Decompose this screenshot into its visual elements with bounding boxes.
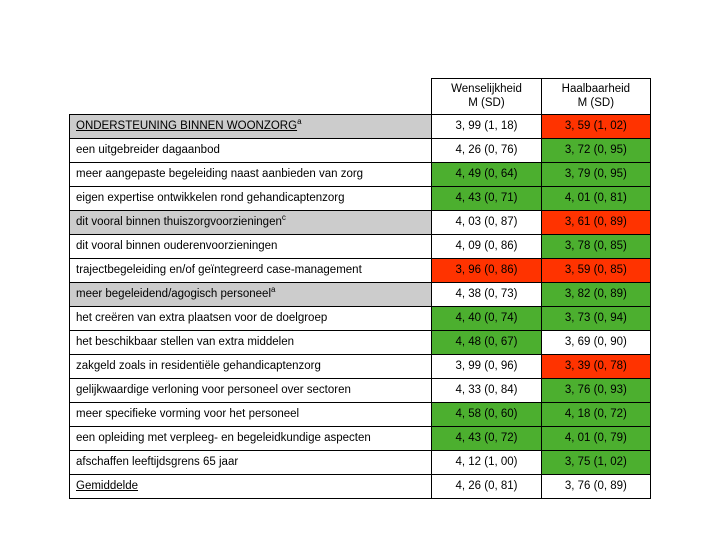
cell-wenselijkheid: 4, 38 (0, 73) bbox=[432, 282, 542, 306]
cell-haalbaarheid: 3, 73 (0, 94) bbox=[541, 306, 650, 330]
row-label-text: het creëren van extra plaatsen voor de d… bbox=[76, 312, 327, 324]
row-label-text: dit vooral binnen ouderenvoorzieningen bbox=[76, 240, 277, 252]
cell-haalbaarheid: 3, 72 (0, 95) bbox=[541, 138, 650, 162]
table-row: ONDERSTEUNING BINNEN WOONZORGa3, 99 (1, … bbox=[70, 114, 651, 138]
table-row: meer begeleidend/agogisch personeela4, 3… bbox=[70, 282, 651, 306]
row-label-text: ONDERSTEUNING BINNEN WOONZORG bbox=[76, 120, 297, 132]
row-label-text: zakgeld zoals in residentiële gehandicap… bbox=[76, 360, 321, 372]
row-label-text: eigen expertise ontwikkelen rond gehandi… bbox=[76, 192, 345, 204]
row-label: het creëren van extra plaatsen voor de d… bbox=[70, 306, 432, 330]
cell-haalbaarheid: 3, 61 (0, 89) bbox=[541, 210, 650, 234]
row-label-text: trajectbegeleiding en/of geïntegreerd ca… bbox=[76, 264, 362, 276]
table-row: trajectbegeleiding en/of geïntegreerd ca… bbox=[70, 258, 651, 282]
cell-wenselijkheid: 4, 03 (0, 87) bbox=[432, 210, 542, 234]
table-row: het beschikbaar stellen van extra middel… bbox=[70, 330, 651, 354]
row-label: trajectbegeleiding en/of geïntegreerd ca… bbox=[70, 258, 432, 282]
row-label-text: een opleiding met verpleeg- en begeleidk… bbox=[76, 432, 371, 444]
cell-wenselijkheid: 4, 26 (0, 81) bbox=[432, 474, 542, 498]
cell-haalbaarheid: 4, 01 (0, 79) bbox=[541, 426, 650, 450]
header-haalbaarheid: Haalbaarheid M (SD) bbox=[541, 79, 650, 115]
header-col2-line2: M (SD) bbox=[578, 97, 614, 109]
row-label: het beschikbaar stellen van extra middel… bbox=[70, 330, 432, 354]
row-label-text: meer specifieke vorming voor het persone… bbox=[76, 408, 299, 420]
row-label: een opleiding met verpleeg- en begeleidk… bbox=[70, 426, 432, 450]
cell-haalbaarheid: 3, 69 (0, 90) bbox=[541, 330, 650, 354]
cell-wenselijkheid: 4, 48 (0, 67) bbox=[432, 330, 542, 354]
header-wenselijkheid: Wenselijkheid M (SD) bbox=[432, 79, 542, 115]
cell-haalbaarheid: 3, 59 (0, 85) bbox=[541, 258, 650, 282]
row-label: dit vooral binnen ouderenvoorzieningen bbox=[70, 234, 432, 258]
cell-wenselijkheid: 4, 58 (0, 60) bbox=[432, 402, 542, 426]
table-row: dit vooral binnen thuiszorgvoorzieningen… bbox=[70, 210, 651, 234]
row-label: meer specifieke vorming voor het persone… bbox=[70, 402, 432, 426]
row-label-text: Gemiddelde bbox=[76, 480, 138, 492]
cell-wenselijkheid: 4, 12 (1, 00) bbox=[432, 450, 542, 474]
cell-wenselijkheid: 4, 26 (0, 76) bbox=[432, 138, 542, 162]
cell-wenselijkheid: 3, 96 (0, 86) bbox=[432, 258, 542, 282]
cell-haalbaarheid: 4, 18 (0, 72) bbox=[541, 402, 650, 426]
cell-haalbaarheid: 3, 59 (1, 02) bbox=[541, 114, 650, 138]
table-row: het creëren van extra plaatsen voor de d… bbox=[70, 306, 651, 330]
cell-wenselijkheid: 4, 09 (0, 86) bbox=[432, 234, 542, 258]
table-row: gelijkwaardige verloning voor personeel … bbox=[70, 378, 651, 402]
table-row: Gemiddelde 4, 26 (0, 81)3, 76 (0, 89) bbox=[70, 474, 651, 498]
table-row: eigen expertise ontwikkelen rond gehandi… bbox=[70, 186, 651, 210]
header-col2-line1: Haalbaarheid bbox=[562, 83, 630, 95]
row-label-sup: a bbox=[271, 285, 275, 294]
cell-haalbaarheid: 3, 76 (0, 89) bbox=[541, 474, 650, 498]
cell-wenselijkheid: 4, 49 (0, 64) bbox=[432, 162, 542, 186]
cell-wenselijkheid: 4, 43 (0, 72) bbox=[432, 426, 542, 450]
woonzorg-table: Wenselijkheid M (SD) Haalbaarheid M (SD)… bbox=[69, 78, 651, 499]
row-label-text: afschaffen leeftijdsgrens 65 jaar bbox=[76, 456, 238, 468]
cell-wenselijkheid: 3, 99 (1, 18) bbox=[432, 114, 542, 138]
row-label: dit vooral binnen thuiszorgvoorzieningen… bbox=[70, 210, 432, 234]
table-row: een uitgebreider dagaanbod 4, 26 (0, 76)3… bbox=[70, 138, 651, 162]
cell-wenselijkheid: 4, 33 (0, 84) bbox=[432, 378, 542, 402]
table-row: een opleiding met verpleeg- en begeleidk… bbox=[70, 426, 651, 450]
header-col1-line1: Wenselijkheid bbox=[451, 83, 522, 95]
cell-haalbaarheid: 3, 75 (1, 02) bbox=[541, 450, 650, 474]
row-label-text: het beschikbaar stellen van extra middel… bbox=[76, 336, 294, 348]
cell-wenselijkheid: 4, 43 (0, 71) bbox=[432, 186, 542, 210]
row-label-text: meer aangepaste begeleiding naast aanbie… bbox=[76, 168, 363, 180]
header-col1-line2: M (SD) bbox=[468, 97, 504, 109]
row-label: ONDERSTEUNING BINNEN WOONZORGa bbox=[70, 114, 432, 138]
table-row: zakgeld zoals in residentiële gehandicap… bbox=[70, 354, 651, 378]
row-label-sup: c bbox=[282, 213, 286, 222]
row-label: eigen expertise ontwikkelen rond gehandi… bbox=[70, 186, 432, 210]
row-label-text: dit vooral binnen thuiszorgvoorzieningen bbox=[76, 216, 282, 228]
cell-haalbaarheid: 3, 79 (0, 95) bbox=[541, 162, 650, 186]
row-label-text: gelijkwaardige verloning voor personeel … bbox=[76, 384, 351, 396]
row-label: gelijkwaardige verloning voor personeel … bbox=[70, 378, 432, 402]
row-label: afschaffen leeftijdsgrens 65 jaar bbox=[70, 450, 432, 474]
row-label: meer aangepaste begeleiding naast aanbie… bbox=[70, 162, 432, 186]
row-label: meer begeleidend/agogisch personeela bbox=[70, 282, 432, 306]
table-row: meer specifieke vorming voor het persone… bbox=[70, 402, 651, 426]
row-label: Gemiddelde bbox=[70, 474, 432, 498]
table-row: meer aangepaste begeleiding naast aanbie… bbox=[70, 162, 651, 186]
header-row: Wenselijkheid M (SD) Haalbaarheid M (SD) bbox=[70, 79, 651, 115]
table-row: afschaffen leeftijdsgrens 65 jaar 4, 12 (… bbox=[70, 450, 651, 474]
row-label-text: een uitgebreider dagaanbod bbox=[76, 144, 220, 156]
cell-haalbaarheid: 3, 78 (0, 85) bbox=[541, 234, 650, 258]
cell-wenselijkheid: 3, 99 (0, 96) bbox=[432, 354, 542, 378]
cell-wenselijkheid: 4, 40 (0, 74) bbox=[432, 306, 542, 330]
cell-haalbaarheid: 3, 39 (0, 78) bbox=[541, 354, 650, 378]
cell-haalbaarheid: 3, 76 (0, 93) bbox=[541, 378, 650, 402]
header-empty bbox=[70, 79, 432, 115]
cell-haalbaarheid: 4, 01 (0, 81) bbox=[541, 186, 650, 210]
cell-haalbaarheid: 3, 82 (0, 89) bbox=[541, 282, 650, 306]
table-row: dit vooral binnen ouderenvoorzieningen 4,… bbox=[70, 234, 651, 258]
row-label-text: meer begeleidend/agogisch personeel bbox=[76, 288, 271, 300]
row-label: een uitgebreider dagaanbod bbox=[70, 138, 432, 162]
row-label: zakgeld zoals in residentiële gehandicap… bbox=[70, 354, 432, 378]
row-label-sup: a bbox=[297, 117, 301, 126]
